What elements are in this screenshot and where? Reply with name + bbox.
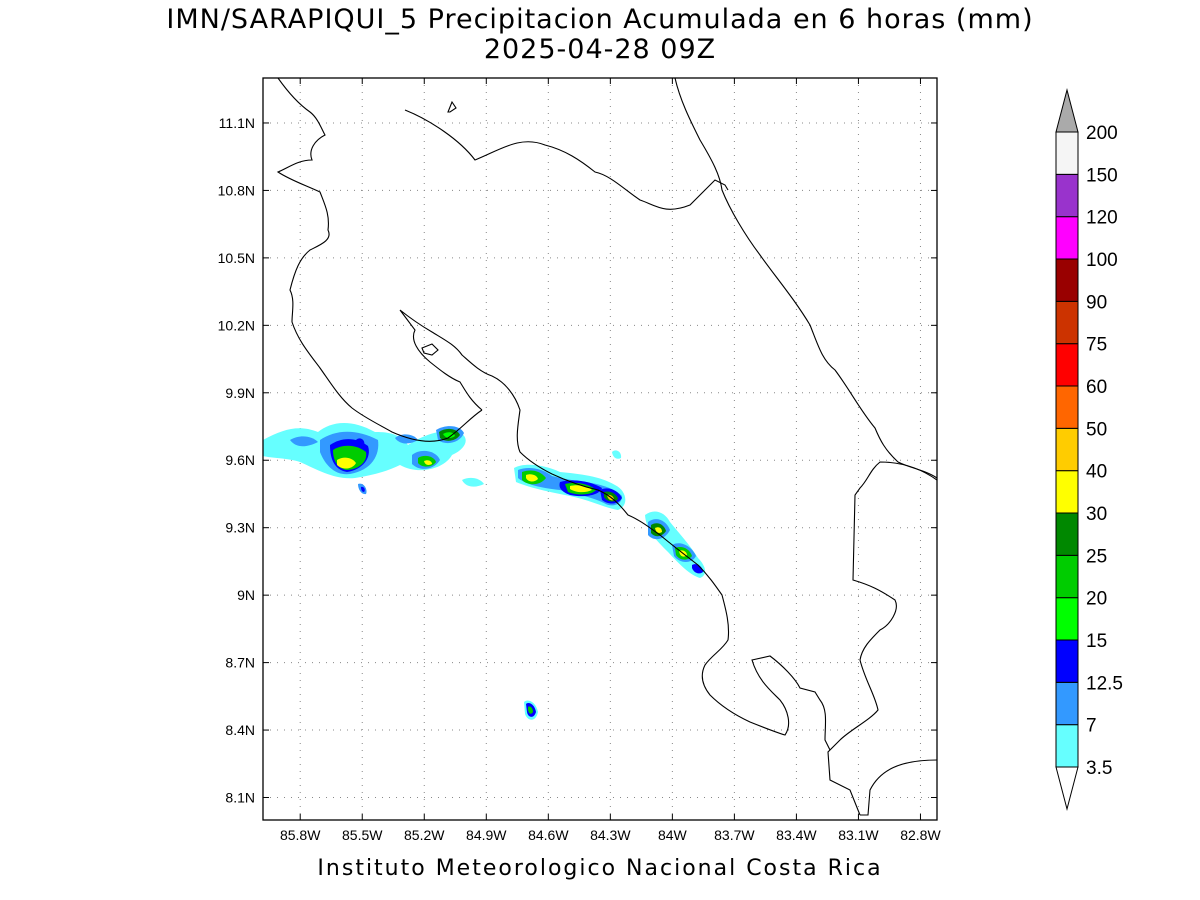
- y-tick-label: 9.9N: [225, 385, 255, 401]
- y-tick-label: 8.4N: [225, 722, 255, 738]
- x-tick-label: 84.3W: [590, 827, 631, 843]
- colorbar-level-label: 150: [1086, 165, 1118, 186]
- x-tick-label: 85.8W: [280, 827, 321, 843]
- x-tick-label: 83.4W: [776, 827, 817, 843]
- map-title: IMN/SARAPIQUI_5 Precipitacion Acumulada …: [166, 4, 1034, 35]
- precip-cell-south: [524, 700, 538, 720]
- map-frame: [262, 77, 938, 821]
- colorbar-swatch: [1055, 724, 1079, 768]
- y-tick-label: 10.8N: [218, 182, 255, 198]
- colorbar-level-label: 100: [1086, 250, 1118, 271]
- caribbean-south-coast: [827, 461, 937, 816]
- colorbar-swatch: [1055, 131, 1079, 175]
- colorbar-level-label: 7: [1086, 716, 1097, 737]
- colorbar-swatch: [1055, 597, 1079, 641]
- footer-credit: Instituto Meteorologico Nacional Costa R…: [317, 856, 883, 881]
- colorbar-level-label: 50: [1086, 419, 1107, 440]
- colorbar-swatch: [1055, 639, 1079, 683]
- pacific-coast-nicoya: [276, 78, 483, 442]
- colorbar-level-label: 60: [1086, 377, 1107, 398]
- colorbar-level-label: 12.5: [1086, 673, 1123, 694]
- colorbar-level-label: 200: [1086, 123, 1118, 144]
- colorbar-level-label: 90: [1086, 292, 1107, 313]
- colorbar-swatch: [1055, 681, 1079, 726]
- y-tick-label: 10.5N: [218, 250, 255, 266]
- x-tick-label: 84W: [658, 827, 688, 843]
- colorbar: 3.5 7 12.5 15 20 25 30 40 50 60 75 90 100 120 150 200: [1055, 88, 1123, 811]
- colorbar-swatch: [1055, 512, 1079, 556]
- colorbar-level-label: 20: [1086, 589, 1107, 610]
- colorbar-swatch: [1055, 554, 1079, 599]
- colorbar-swatch: [1055, 216, 1079, 260]
- colorbar-swatch: [1055, 427, 1079, 472]
- colorbar-swatch: [1055, 258, 1079, 302]
- precipitation-field: [263, 422, 706, 720]
- nicaragua-border: [404, 109, 729, 210]
- colorbar-level-label: 120: [1086, 208, 1118, 229]
- colorbar-swatch: [1055, 470, 1079, 514]
- y-tick-label: 8.7N: [225, 655, 255, 671]
- map-subtitle-date: 2025-04-28 09Z: [483, 34, 717, 65]
- colorbar-level-label: 40: [1086, 462, 1107, 483]
- x-tick-label: 84.9W: [466, 827, 507, 843]
- colorbar-level-label: 30: [1086, 504, 1107, 525]
- x-tick-label: 83.7W: [714, 827, 755, 843]
- panama-coast: [860, 759, 937, 816]
- y-tick-label: 9.3N: [225, 520, 255, 536]
- x-axis: 85.8W 85.5W 85.2W 84.9W 84.6W 84.3W 84W 83.7W 83…: [280, 78, 941, 843]
- caribbean-north-coast: [674, 78, 937, 479]
- colorbar-level-label: 3.5: [1086, 758, 1112, 779]
- y-tick-label: 10.2N: [218, 317, 255, 333]
- y-tick-label: 8.1N: [225, 790, 255, 806]
- nicoya-island: [421, 343, 439, 356]
- colorbar-swatch: [1055, 385, 1079, 429]
- gulf-of-nicoya: [399, 309, 831, 751]
- colorbar-over-triangle: [1055, 88, 1079, 133]
- x-tick-label: 82.8W: [900, 827, 941, 843]
- coastlines: [276, 78, 937, 816]
- colorbar-swatch: [1055, 173, 1079, 218]
- y-tick-label: 11.1N: [219, 115, 255, 131]
- lake-islet: [447, 100, 457, 113]
- colorbar-level-label: 15: [1086, 631, 1107, 652]
- precip-cell-west: [263, 422, 484, 495]
- x-tick-label: 83.1W: [838, 827, 879, 843]
- x-tick-label: 85.2W: [404, 827, 445, 843]
- colorbar-swatch: [1055, 300, 1079, 345]
- y-tick-label: 9N: [237, 587, 255, 603]
- colorbar-level-label: 25: [1086, 546, 1107, 567]
- y-axis: 8.1N 8.4N 8.7N 9N 9.3N 9.6N 9.9N 10.2N 10.5N 10.8…: [218, 115, 937, 806]
- y-tick-label: 9.6N: [225, 452, 255, 468]
- colorbar-swatch: [1055, 343, 1079, 387]
- colorbar-level-label: 75: [1086, 335, 1107, 356]
- colorbar-under-triangle: [1055, 766, 1079, 811]
- x-tick-label: 84.6W: [528, 827, 569, 843]
- x-tick-label: 85.5W: [342, 827, 383, 843]
- precip-cell-central: [514, 450, 626, 510]
- precip-cell-southeast: [645, 511, 706, 578]
